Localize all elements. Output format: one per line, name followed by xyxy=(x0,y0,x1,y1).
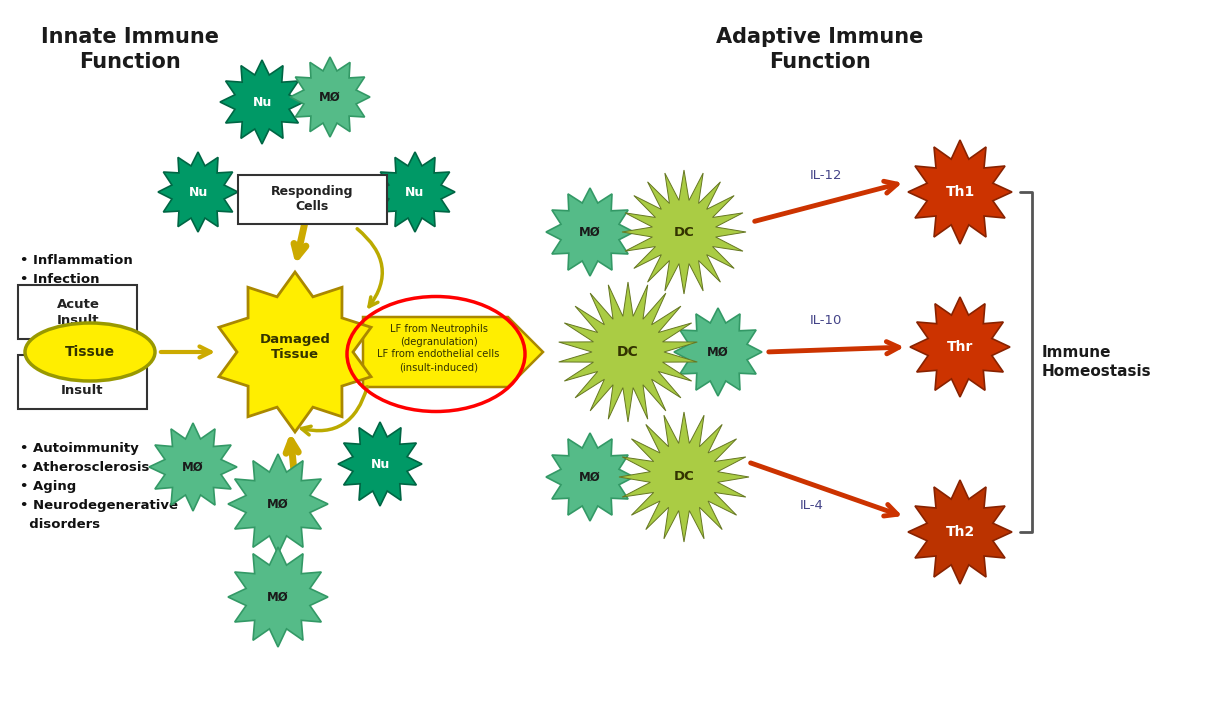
Text: DC: DC xyxy=(617,345,639,359)
Polygon shape xyxy=(909,480,1012,584)
Polygon shape xyxy=(546,188,634,276)
Text: Nu: Nu xyxy=(252,95,271,108)
Text: MØ: MØ xyxy=(319,90,341,103)
Text: Nu: Nu xyxy=(370,458,389,471)
Text: Chronic
Insult: Chronic Insult xyxy=(54,367,111,396)
Text: • Inflammation
• Infection
• Trauma: • Inflammation • Infection • Trauma xyxy=(20,254,133,305)
FancyBboxPatch shape xyxy=(18,355,147,409)
Text: DC: DC xyxy=(674,471,694,484)
Text: MØ: MØ xyxy=(182,461,204,474)
Polygon shape xyxy=(674,308,762,396)
Text: LF from Neutrophils
(degranulation)
LF from endothelial cells
(insult-induced): LF from Neutrophils (degranulation) LF f… xyxy=(377,323,500,373)
FancyBboxPatch shape xyxy=(239,175,387,224)
Text: • Autoimmunity
• Atherosclerosis
• Aging
• Neurodegenerative
  disorders: • Autoimmunity • Atherosclerosis • Aging… xyxy=(20,442,178,531)
Text: Nu: Nu xyxy=(405,186,424,199)
Polygon shape xyxy=(622,170,746,294)
Polygon shape xyxy=(228,454,328,554)
Text: Acute
Insult: Acute Insult xyxy=(57,297,100,326)
Polygon shape xyxy=(228,547,328,647)
Text: Th2: Th2 xyxy=(946,525,975,539)
Polygon shape xyxy=(219,272,371,432)
Ellipse shape xyxy=(25,323,155,381)
Text: Damaged
Tissue: Damaged Tissue xyxy=(259,333,330,362)
Text: IL-10: IL-10 xyxy=(810,314,842,327)
Polygon shape xyxy=(149,423,237,511)
Polygon shape xyxy=(559,282,698,422)
Text: Tissue: Tissue xyxy=(65,345,114,359)
Text: MØ: MØ xyxy=(268,497,289,510)
Polygon shape xyxy=(546,433,634,521)
Polygon shape xyxy=(910,297,1010,397)
Text: IL-12: IL-12 xyxy=(810,169,842,182)
Polygon shape xyxy=(363,317,543,387)
Text: Th1: Th1 xyxy=(946,185,975,199)
Polygon shape xyxy=(619,412,750,542)
Text: Immune
Homeostasis: Immune Homeostasis xyxy=(1042,344,1152,379)
Text: MØ: MØ xyxy=(580,471,601,484)
Text: DC: DC xyxy=(674,225,694,238)
Text: Adaptive Immune
Function: Adaptive Immune Function xyxy=(716,27,924,71)
Polygon shape xyxy=(158,152,239,232)
Text: Innate Immune
Function: Innate Immune Function xyxy=(41,27,219,71)
Text: Responding
Cells: Responding Cells xyxy=(271,185,353,214)
Text: MØ: MØ xyxy=(580,225,601,238)
Text: Nu: Nu xyxy=(188,186,207,199)
Text: IL-4: IL-4 xyxy=(800,499,824,512)
Text: Thr: Thr xyxy=(947,340,974,354)
Text: MØ: MØ xyxy=(268,591,289,604)
Polygon shape xyxy=(909,140,1012,244)
Polygon shape xyxy=(221,60,304,144)
Polygon shape xyxy=(290,57,370,137)
Polygon shape xyxy=(375,152,455,232)
Polygon shape xyxy=(337,422,422,506)
FancyBboxPatch shape xyxy=(18,285,137,339)
Text: MØ: MØ xyxy=(707,346,729,359)
